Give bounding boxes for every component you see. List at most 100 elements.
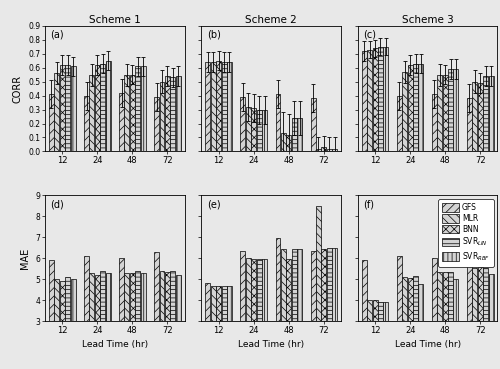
- Bar: [488, 76, 494, 151]
- Bar: [262, 110, 267, 151]
- Bar: [276, 94, 280, 151]
- X-axis label: Lead Time (hr): Lead Time (hr): [394, 341, 460, 349]
- Bar: [378, 47, 383, 151]
- Bar: [70, 279, 76, 321]
- Bar: [332, 248, 337, 321]
- Bar: [448, 272, 453, 321]
- Bar: [488, 274, 494, 321]
- Bar: [454, 279, 458, 321]
- Y-axis label: MAE: MAE: [20, 248, 30, 269]
- Bar: [322, 249, 326, 321]
- Y-axis label: CORR: CORR: [12, 75, 22, 103]
- Bar: [176, 76, 180, 151]
- Bar: [467, 252, 472, 321]
- Bar: [216, 286, 221, 321]
- Bar: [106, 273, 110, 321]
- Bar: [130, 75, 135, 151]
- Bar: [438, 75, 442, 151]
- Bar: [413, 276, 418, 321]
- Bar: [432, 258, 437, 321]
- Bar: [448, 69, 453, 151]
- Bar: [442, 75, 448, 151]
- Text: (b): (b): [207, 30, 221, 39]
- Bar: [402, 72, 407, 151]
- Bar: [408, 278, 412, 321]
- Bar: [100, 63, 105, 151]
- Bar: [256, 110, 262, 151]
- Bar: [478, 83, 482, 151]
- Bar: [216, 61, 221, 151]
- Bar: [310, 99, 316, 151]
- Bar: [90, 75, 94, 151]
- Bar: [316, 149, 321, 151]
- Bar: [165, 76, 170, 151]
- Bar: [397, 96, 402, 151]
- Bar: [206, 283, 210, 321]
- Bar: [100, 271, 105, 321]
- Bar: [418, 284, 424, 321]
- Bar: [246, 258, 251, 321]
- Bar: [286, 135, 292, 151]
- Bar: [262, 259, 267, 321]
- Bar: [402, 277, 407, 321]
- Bar: [154, 252, 159, 321]
- Bar: [413, 63, 418, 151]
- Bar: [432, 94, 437, 151]
- Text: (c): (c): [364, 30, 376, 39]
- Title: Scheme 2: Scheme 2: [246, 15, 297, 25]
- Bar: [49, 94, 54, 151]
- Bar: [84, 96, 89, 151]
- Bar: [90, 273, 94, 321]
- Bar: [211, 286, 216, 321]
- Bar: [384, 47, 388, 151]
- Text: (d): (d): [50, 199, 64, 209]
- Bar: [442, 272, 448, 321]
- Bar: [170, 77, 175, 151]
- Bar: [367, 300, 372, 321]
- Bar: [362, 260, 367, 321]
- Bar: [483, 268, 488, 321]
- Bar: [54, 279, 60, 321]
- Bar: [286, 259, 292, 321]
- Bar: [160, 82, 164, 151]
- Bar: [276, 238, 280, 321]
- Bar: [478, 266, 482, 321]
- Bar: [49, 260, 54, 321]
- Bar: [310, 251, 316, 321]
- Bar: [160, 271, 164, 321]
- Bar: [316, 206, 321, 321]
- Bar: [119, 93, 124, 151]
- Bar: [397, 256, 402, 321]
- Bar: [60, 65, 64, 151]
- Bar: [140, 66, 145, 151]
- Bar: [60, 281, 64, 321]
- Bar: [65, 65, 70, 151]
- Bar: [119, 258, 124, 321]
- Bar: [136, 271, 140, 321]
- Title: Scheme 3: Scheme 3: [402, 15, 454, 25]
- Bar: [227, 286, 232, 321]
- Bar: [206, 62, 210, 151]
- Bar: [240, 97, 246, 151]
- Bar: [378, 302, 383, 321]
- Bar: [292, 249, 296, 321]
- Bar: [246, 107, 251, 151]
- Bar: [95, 275, 100, 321]
- Bar: [454, 69, 458, 151]
- Text: (e): (e): [207, 199, 220, 209]
- Bar: [84, 256, 89, 321]
- Bar: [281, 249, 286, 321]
- Bar: [130, 273, 135, 321]
- Bar: [372, 48, 378, 151]
- Bar: [418, 63, 424, 151]
- Bar: [362, 51, 367, 151]
- Bar: [297, 118, 302, 151]
- Bar: [438, 272, 442, 321]
- Bar: [326, 248, 332, 321]
- Bar: [372, 300, 378, 321]
- Bar: [124, 75, 130, 151]
- Bar: [106, 61, 110, 151]
- Bar: [408, 65, 412, 151]
- Bar: [384, 302, 388, 321]
- X-axis label: Lead Time (hr): Lead Time (hr): [82, 341, 148, 349]
